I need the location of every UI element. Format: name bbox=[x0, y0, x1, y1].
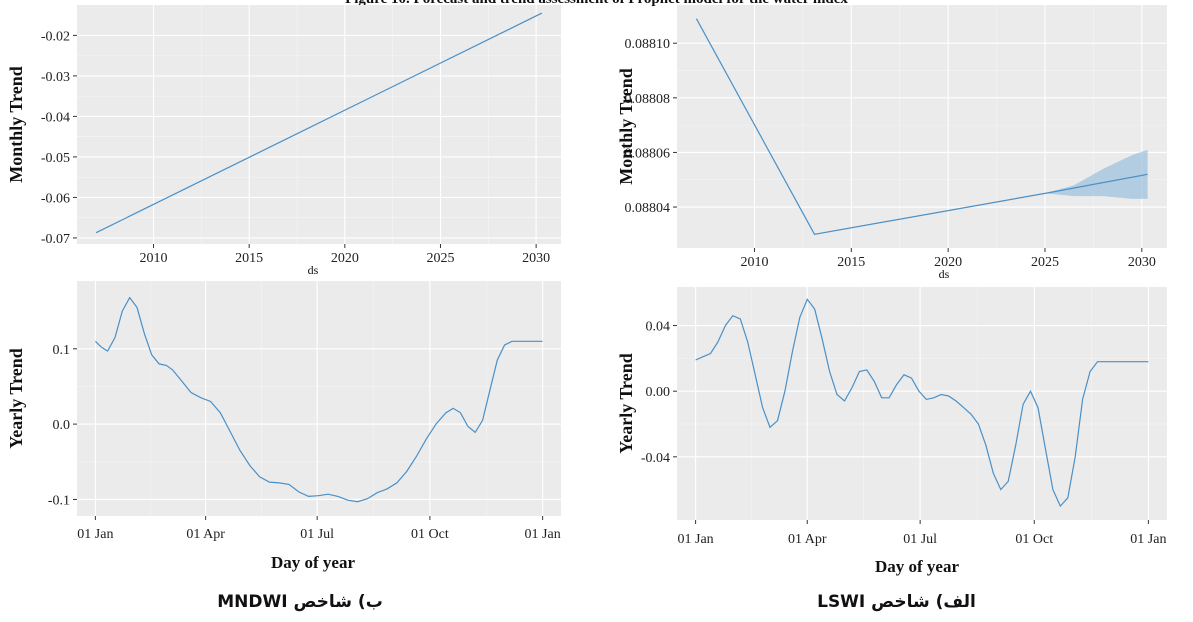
x-axis-title: ds bbox=[308, 263, 319, 277]
x-tick-label: 2010 bbox=[740, 255, 768, 270]
caption-mndwi: ب) شاخص MNDWI bbox=[217, 592, 383, 612]
x-tick-label: 2030 bbox=[522, 251, 550, 266]
y-tick-label: -0.04 bbox=[41, 110, 70, 125]
x-tick-label: 2015 bbox=[837, 255, 865, 270]
x-tick-label: 2010 bbox=[140, 251, 168, 266]
x-tick-label: 01 Oct bbox=[411, 527, 449, 542]
x-tick-label: 2020 bbox=[934, 255, 962, 270]
y-tick-label: 0.1 bbox=[53, 343, 71, 358]
y-axis-title: Monthly Trend bbox=[616, 68, 636, 185]
y-tick-label: 0.0 bbox=[53, 418, 71, 433]
y-tick-label: 0.00 bbox=[646, 385, 671, 400]
y-tick-label: -0.02 bbox=[41, 29, 70, 44]
y-tick-label: -0.04 bbox=[641, 451, 670, 466]
x-tick-label: 2025 bbox=[426, 251, 454, 266]
x-tick-label: 01 Jul bbox=[903, 532, 937, 547]
x-tick-label: 2015 bbox=[235, 251, 263, 266]
forecast-band bbox=[1044, 149, 1148, 199]
x-tick-label: 01 Jan bbox=[77, 527, 113, 542]
x-tick-label: 01 Jan bbox=[1130, 532, 1166, 547]
x-tick-label: 2030 bbox=[1128, 255, 1156, 270]
series-line bbox=[695, 18, 1148, 235]
plot-panel bbox=[677, 287, 1167, 520]
plot-panel bbox=[77, 5, 561, 244]
series-line bbox=[695, 298, 1149, 508]
y-tick-label: 0.08804 bbox=[625, 201, 671, 216]
series-line bbox=[94, 296, 543, 503]
y-tick-label: -0.1 bbox=[48, 493, 70, 508]
y-axis-title: Yearly Trend bbox=[6, 348, 26, 449]
y-tick-label: -0.03 bbox=[41, 70, 70, 85]
mndwi-yearly-chart: 01 Jan 01 Apr 01 Jul 01 Oct 01 Jan -0.1 0.0 0.1… bbox=[6, 281, 561, 572]
x-tick-label: 01 Apr bbox=[788, 532, 827, 547]
x-tick-label: 01 Oct bbox=[1015, 532, 1053, 547]
y-tick-label: -0.06 bbox=[41, 191, 70, 206]
x-tick-label: 2020 bbox=[331, 251, 359, 266]
x-tick-label: 01 Apr bbox=[186, 527, 225, 542]
x-tick-label: 01 Jan bbox=[678, 532, 714, 547]
x-axis-title: Day of year bbox=[271, 553, 355, 572]
x-tick-label: 01 Jan bbox=[525, 527, 561, 542]
y-tick-label: 0.04 bbox=[646, 320, 671, 335]
y-tick-label: 0.08808 bbox=[625, 92, 671, 107]
x-tick-label: 2025 bbox=[1031, 255, 1059, 270]
y-tick-label: -0.07 bbox=[41, 232, 70, 247]
y-tick-label: 0.08806 bbox=[625, 146, 671, 161]
mndwi-monthly-chart: 2010 2015 2020 2025 2030 -0.07 -0.06 -0.05 -0.04… bbox=[6, 5, 561, 277]
y-tick-label: 0.08810 bbox=[625, 37, 671, 52]
x-tick-label: 01 Jul bbox=[300, 527, 334, 542]
series-line bbox=[95, 12, 543, 234]
lswi-yearly-chart: 01 Jan 01 Apr 01 Jul 01 Oct 01 Jan -0.04 0.00 0… bbox=[616, 287, 1167, 576]
figure-title: Figure 10. Forecast and trend assessment… bbox=[0, 0, 1193, 8]
y-axis-title: Monthly Trend bbox=[6, 66, 26, 183]
x-axis-title: Day of year bbox=[875, 557, 959, 576]
plot-panel bbox=[77, 281, 561, 516]
y-axis-title: Yearly Trend bbox=[616, 353, 636, 454]
caption-lswi: الف) شاخص LSWI bbox=[817, 592, 976, 612]
x-axis-title: ds bbox=[939, 267, 950, 281]
lswi-monthly-chart: 2010 2015 2020 2025 2030 0.08804 0.08806 0.0880… bbox=[616, 5, 1167, 281]
y-tick-label: -0.05 bbox=[41, 151, 70, 166]
